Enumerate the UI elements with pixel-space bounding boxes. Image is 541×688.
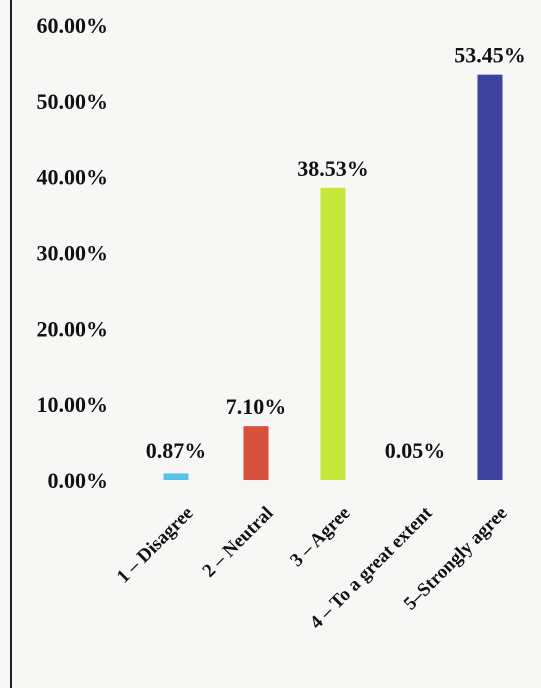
data-label: 0.05% <box>385 438 446 463</box>
bars <box>163 74 503 481</box>
y-tick-label: 60.00% <box>37 13 109 38</box>
y-tick-label: 50.00% <box>37 89 109 114</box>
bar <box>243 426 269 480</box>
y-tick-label: 10.00% <box>37 392 109 417</box>
y-axis-ticks: 0.00% 10.00% 20.00% 30.00% 40.00% 50.00% 60.00… <box>37 13 109 493</box>
category-label: 1 – Disagree <box>113 503 198 588</box>
bar <box>477 74 503 480</box>
category-label: 2 – Neutral <box>199 503 278 582</box>
bar <box>163 473 189 480</box>
category-label: 3 – Agree <box>286 503 354 571</box>
y-tick-label: 40.00% <box>37 165 109 190</box>
y-tick-label: 30.00% <box>37 241 109 266</box>
y-tick-label: 20.00% <box>37 316 109 341</box>
data-label: 38.53% <box>297 156 369 181</box>
y-tick-label: 0.00% <box>48 468 109 493</box>
bar <box>320 187 346 481</box>
data-label: 53.45% <box>454 43 526 68</box>
data-labels: 0.87% 7.10% 38.53% 0.05% 53.45% <box>146 43 526 463</box>
data-label: 0.87% <box>146 438 207 463</box>
data-label: 7.10% <box>226 394 287 419</box>
